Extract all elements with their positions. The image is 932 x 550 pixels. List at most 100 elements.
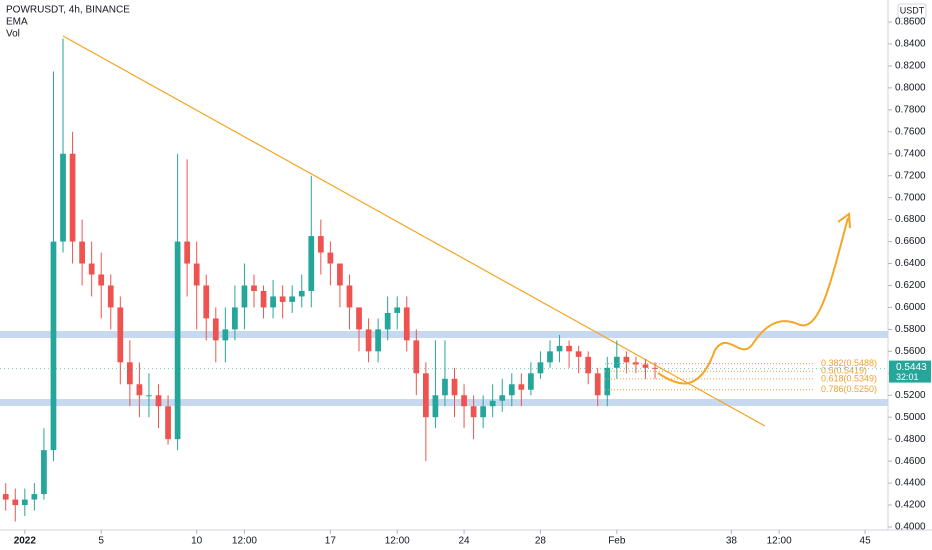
candle-body	[117, 307, 124, 363]
y-tick-label: 0.6400	[895, 258, 926, 269]
candle-body	[60, 153, 66, 242]
candle-body	[337, 263, 343, 286]
candle-body	[41, 450, 47, 495]
candle-body	[480, 406, 487, 418]
x-tick-label: 28	[535, 536, 547, 547]
candle-body	[88, 263, 95, 275]
candle-body	[270, 296, 276, 308]
y-tick-label: 0.5000	[895, 412, 926, 423]
y-tick-label: 0.7600	[895, 126, 926, 137]
x-tick-label: 45	[860, 536, 872, 547]
candle-body	[289, 296, 296, 302]
candle-body	[232, 307, 238, 330]
x-tick-label: 12:00	[232, 536, 257, 547]
candle-body	[489, 400, 496, 407]
candle-body	[403, 307, 410, 341]
candle-body	[575, 351, 582, 357]
candle-body	[126, 362, 133, 385]
candle-body	[308, 236, 315, 291]
y-tick-label: 0.7400	[895, 148, 926, 159]
projection-arrowhead	[837, 212, 851, 229]
x-tick-label: 10	[191, 536, 203, 547]
projection-path	[657, 217, 849, 385]
y-tick-label: 0.7000	[895, 192, 926, 203]
candle-body	[442, 378, 448, 396]
candle-body	[594, 373, 601, 396]
y-tick-label: 0.4200	[895, 500, 926, 511]
candle-body	[422, 373, 429, 418]
candle-body	[585, 356, 592, 374]
candle-body	[298, 290, 305, 297]
candle-body	[556, 345, 563, 352]
y-tick-label: 0.4400	[895, 478, 926, 489]
candle-body	[384, 312, 391, 330]
candle-body	[470, 406, 477, 418]
trend-line	[62, 35, 766, 427]
y-tick-label: 0.4600	[895, 456, 926, 467]
candle-body	[327, 252, 334, 264]
candle-body	[528, 373, 534, 390]
y-tick-label: 0.6200	[895, 280, 926, 291]
indicator-label: Vol	[6, 29, 20, 40]
last-price-box	[889, 360, 931, 383]
y-tick-label: 0.5800	[895, 324, 926, 335]
candle-body	[31, 494, 38, 500]
candle-body	[413, 340, 420, 374]
y-tick-label: 0.8000	[895, 83, 926, 94]
resistance-zone	[0, 331, 888, 338]
candle-body	[518, 384, 525, 390]
x-tick-label: Feb	[608, 536, 626, 547]
candle-body	[346, 285, 353, 308]
y-tick-label: 0.8200	[895, 61, 926, 72]
candle-body	[184, 241, 191, 264]
candle-body	[499, 395, 506, 401]
y-tick-label: 0.7800	[895, 104, 926, 115]
support-zone	[0, 399, 888, 406]
fib-label: 0.382(0.5488)	[821, 358, 877, 368]
x-tick-label: 5	[98, 536, 104, 547]
currency-box[interactable]	[897, 3, 927, 19]
candle-body	[174, 241, 181, 440]
candle-body	[613, 356, 620, 368]
candle-body	[212, 318, 219, 341]
y-tick-label: 0.6800	[895, 214, 926, 225]
candle-body	[279, 296, 286, 302]
candle-body	[566, 345, 572, 352]
candle-body	[260, 290, 267, 308]
candle-body	[537, 362, 544, 374]
x-tick-label: 12:00	[767, 536, 792, 547]
x-tick-label: 24	[458, 536, 470, 547]
candle-body	[241, 285, 248, 308]
currency-label: USDT	[900, 5, 925, 15]
candle-body	[461, 395, 467, 407]
y-tick-label: 0.6600	[895, 236, 926, 247]
candle-body	[317, 236, 324, 253]
fib-label: 0.5(0.5419)	[821, 366, 867, 376]
fib-label: 0.786(0.5250)	[821, 384, 877, 394]
candle-body	[375, 329, 381, 352]
candle-body	[12, 499, 19, 506]
candle-body	[356, 307, 362, 330]
x-tick-label: 38	[726, 536, 738, 547]
x-tick-label: 17	[325, 536, 337, 547]
candle-body	[107, 285, 114, 308]
candle-body	[222, 329, 229, 341]
y-tick-label: 0.5200	[895, 390, 926, 401]
candle-body	[451, 378, 458, 396]
candle-body	[21, 499, 28, 506]
candle-body	[165, 406, 171, 440]
x-tick-label: 2022	[14, 536, 37, 547]
candle-body	[547, 351, 553, 363]
candle-body	[203, 285, 210, 319]
y-tick-label: 0.4000	[895, 522, 926, 533]
candle-body	[652, 367, 658, 369]
candle-body	[432, 395, 439, 418]
candle-body	[155, 395, 162, 407]
y-tick-label: 0.8400	[895, 39, 926, 50]
candle-body	[69, 153, 76, 242]
y-tick-label: 0.5600	[895, 346, 926, 357]
candle-body	[79, 241, 85, 264]
y-tick-label: 0.8600	[895, 17, 926, 28]
y-tick-label: 0.7200	[895, 170, 926, 181]
